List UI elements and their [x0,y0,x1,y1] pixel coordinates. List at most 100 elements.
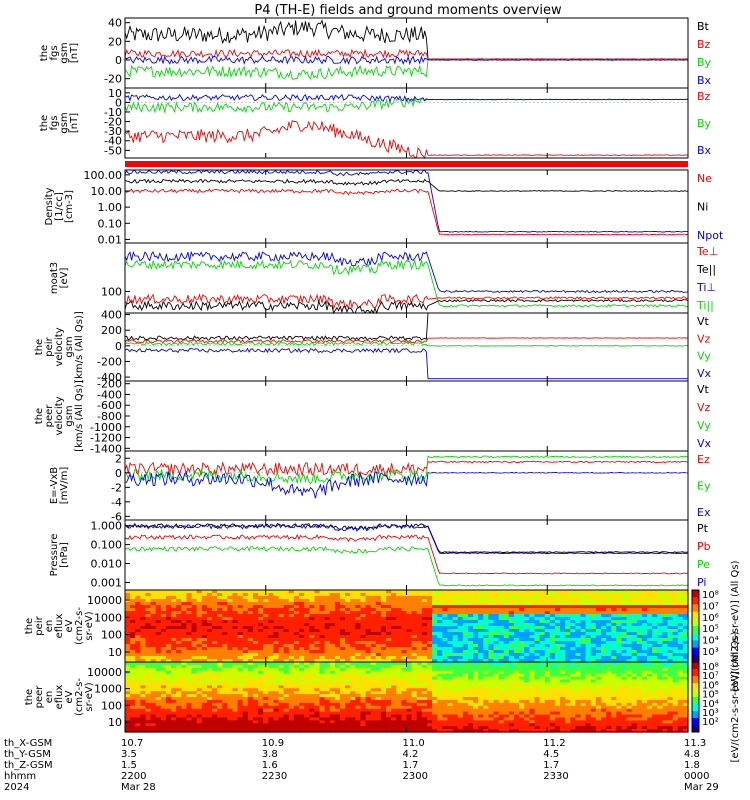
spectrogram-cell [324,699,331,704]
spectrogram-cell [565,717,571,721]
spectrogram-cell [498,676,505,681]
spectrogram-cell [488,667,495,672]
spectrogram-cell [237,590,244,594]
y-tick-label: 10.00 [91,185,123,198]
spectrogram-cell [442,705,449,710]
spectrogram-cell [135,670,141,675]
spectrogram-cell [396,723,402,727]
spectrogram-cell [386,632,392,636]
spectrogram-cell [186,697,193,701]
spectrogram-cell [432,647,438,651]
spectrogram-cell [421,726,428,730]
spectrogram-cell [677,608,684,612]
spectrogram-cell [508,632,515,636]
spectrogram-cell [647,629,653,633]
spectrogram-cell [288,694,295,698]
spectrogram-cell [560,590,566,594]
spectrogram-cell [130,611,136,615]
spectrogram-cell [467,729,474,733]
spectrogram-cell [473,629,479,633]
spectrogram-cell [345,617,351,621]
spectrogram-cell [375,611,382,615]
spectrogram-cell [196,726,203,730]
spectrogram-cell [406,638,413,642]
spectrogram-cell [519,629,525,633]
spectrogram-cell [626,629,633,633]
spectrogram-cell [386,653,392,657]
spectrogram-cell [125,629,131,633]
spectrogram-cell [447,723,454,727]
spectrogram-cell [452,714,459,719]
spectrogram-cell [529,676,536,681]
spectrogram-cell [125,726,131,730]
spectrogram-cell [160,714,167,719]
spectrogram-cell [365,590,372,594]
spectrogram-cell [508,659,515,663]
spectrogram-cell [125,708,131,713]
spectrogram-cell [437,688,443,692]
spectrogram-cell [324,670,331,675]
spectrogram-cell [442,638,449,642]
spectrogram-cell [529,608,536,612]
spectrogram-cell [370,667,377,672]
spectrogram-cell [421,608,428,612]
spectrogram-cell [544,711,551,716]
spectrogram-cell [467,694,474,698]
spectrogram-cell [585,590,592,594]
spectrogram-cell [227,702,234,707]
spectrogram-cell [677,602,684,606]
spectrogram-cell [278,641,285,645]
spectrogram-cell [641,608,648,612]
spectrogram-cell [590,614,597,618]
spectrogram-cell [165,608,172,612]
spectrogram-cell [580,614,587,618]
spectrogram-cell [549,590,556,594]
spectrogram-cell [452,717,459,721]
spectrogram-cell [355,694,362,698]
y-axis-label: the [39,45,50,61]
spectrogram-cell [258,708,264,713]
spectrogram-cell [442,593,449,597]
spectrogram-cell [411,614,418,618]
spectrogram-cell [565,705,571,710]
spectrogram-cell [503,694,510,698]
spectrogram-cell [396,682,402,686]
spectrogram-cell [375,694,382,698]
y-axis-label: E=-VxB [49,467,60,504]
spectrogram-cell [416,596,423,600]
spectrogram-cell [299,650,305,654]
spectrogram-cell [682,635,689,639]
spectrogram-cell [467,670,474,675]
spectrogram-cell [350,714,356,719]
spectrogram-cell [380,670,387,675]
spectrogram-cell [539,694,546,698]
spectrogram-cell [595,599,602,603]
spectrogram-cell [309,685,315,689]
spectrogram-cell [616,629,623,633]
spectrogram-cell [186,602,193,606]
spectrogram-cell [426,723,433,727]
spectrogram-cell [396,659,402,663]
spectrogram-cell [125,599,131,603]
spectrogram-cell [554,726,561,730]
spectrogram-cell [206,650,213,654]
spectrogram-cell [135,644,141,648]
spectrogram-cell [212,705,218,710]
spectrogram-cell [524,691,530,695]
spectrogram-cell [621,635,628,639]
spectrogram-cell [334,641,341,645]
spectrogram-cell [365,682,372,686]
spectrogram-cell [278,694,285,698]
spectrogram-cell [375,599,382,603]
spectrogram-cell [314,614,321,618]
spectrogram-cell [263,699,269,704]
spectrogram-cell [539,717,546,721]
spectrogram-cell [222,596,228,600]
spectrogram-cell [130,676,136,681]
spectrogram-cell [529,650,536,654]
spectrogram-cell [493,653,500,657]
spectrogram-cell [227,590,234,594]
spectrogram-cell [386,617,392,621]
spectrogram-cell [406,596,413,600]
spectrogram-cell [682,653,689,657]
